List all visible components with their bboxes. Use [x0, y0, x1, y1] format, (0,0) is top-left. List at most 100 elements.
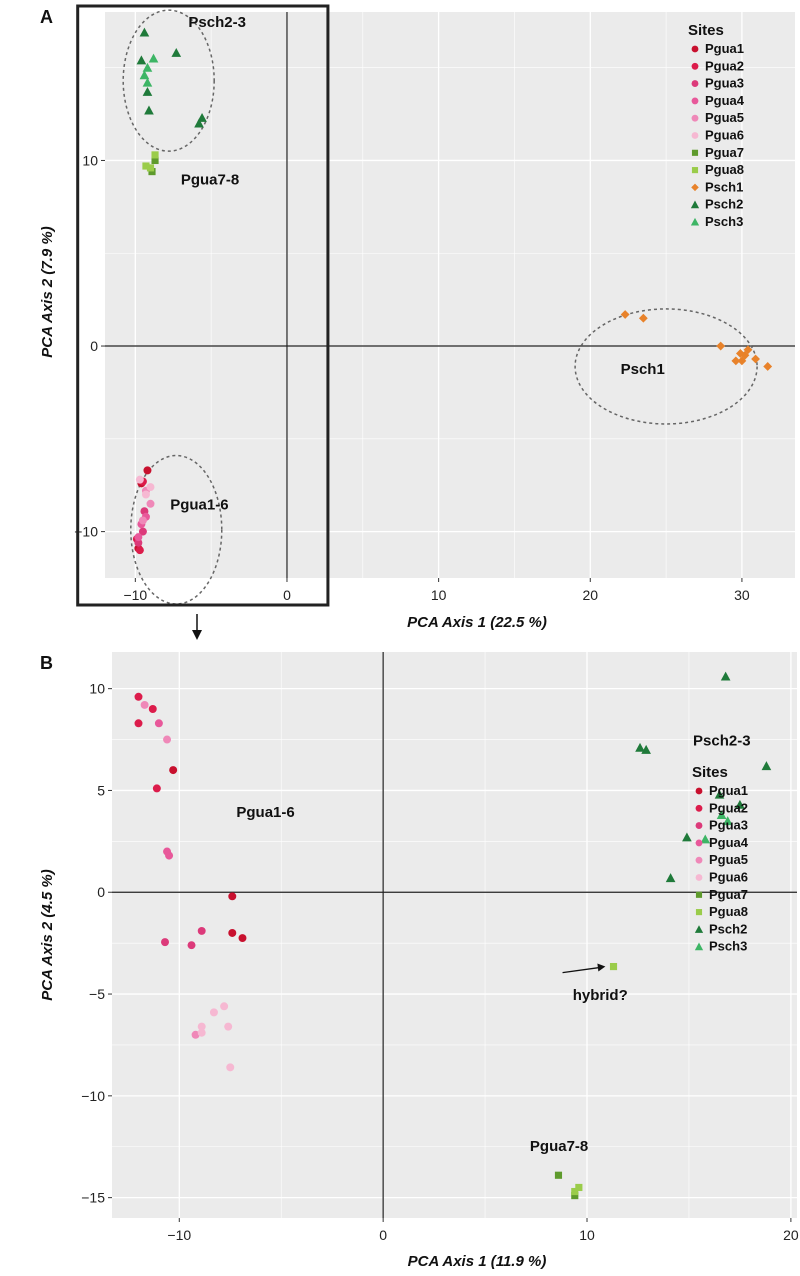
- point-psch3: [142, 62, 153, 72]
- point-pgua1: [169, 766, 178, 775]
- legend-label-pgua7: Pgua7: [709, 887, 748, 902]
- legend-key-pgua1: [695, 787, 703, 795]
- point-psch2: [665, 873, 676, 883]
- legend-label-psch2: Psch2: [709, 921, 747, 936]
- legend-key-pgua7: [691, 149, 699, 156]
- point-psch1: [743, 345, 753, 355]
- x-tick-label: −10: [167, 1227, 191, 1243]
- point-pgua6: [135, 475, 144, 484]
- point-pgua8: [146, 164, 155, 172]
- legend-key-pgua2: [691, 62, 699, 70]
- cluster-ellipse: [130, 454, 223, 605]
- legend-key-psch3: [694, 942, 704, 951]
- x-tick-label: 10: [579, 1227, 595, 1243]
- legend-label-pgua3: Pgua3: [705, 76, 744, 91]
- point-pgua6: [226, 1063, 235, 1072]
- point-pgua6: [197, 1022, 206, 1031]
- point-pgua5: [163, 735, 172, 744]
- legend-label-pgua1: Pgua1: [705, 41, 744, 56]
- legend-key-pgua6: [695, 874, 703, 881]
- x-tick-label: 20: [582, 587, 598, 603]
- point-psch1: [763, 362, 773, 371]
- legend-key-pgua7: [695, 891, 703, 898]
- x-tick-label: 30: [734, 587, 750, 603]
- x-tick-label: −10: [123, 587, 147, 603]
- legend-key-pgua6: [691, 132, 699, 139]
- point-psch1: [620, 310, 630, 319]
- point-psch2: [197, 112, 207, 122]
- point-pgua6: [224, 1022, 233, 1031]
- legend-label-pgua8: Pgua8: [709, 904, 748, 919]
- point-pgua2: [135, 546, 144, 555]
- point-psch2: [635, 742, 645, 752]
- point-psch2: [139, 27, 150, 37]
- legend-key-psch2: [690, 200, 700, 209]
- point-pgua2: [134, 719, 143, 728]
- cluster-ellipse: [574, 308, 758, 425]
- panel-a-zoom-box: [76, 4, 330, 607]
- point-pgua7: [554, 1171, 563, 1179]
- panel-b-points: [134, 671, 772, 1200]
- point-pgua5: [138, 516, 147, 525]
- point-pgua5: [146, 499, 155, 508]
- point-pgua8: [609, 962, 618, 971]
- y-tick-label: 10: [89, 681, 105, 697]
- point-psch2: [194, 118, 204, 128]
- point-pgua3: [197, 926, 206, 935]
- legend-key-pgua3: [695, 822, 703, 830]
- point-pgua6: [197, 1028, 206, 1037]
- legend-label-pgua5: Pgua5: [705, 110, 744, 125]
- panel-a-annotations: Psch2-3 Pgua7-8 Psch1 Pgua1-6: [170, 14, 665, 513]
- point-psch2: [720, 671, 731, 681]
- point-psch1: [735, 349, 745, 358]
- panel-b-legend: Sites Pgua1 Pgua2 Pgua3 Pgua4 Pgua5 Pgua6 Pgua7…: [692, 764, 749, 954]
- legend-key-pgua8: [691, 167, 699, 174]
- legend-label-psch3: Psch3: [709, 939, 747, 954]
- point-pgua7: [151, 156, 159, 165]
- point-pgua4: [165, 851, 174, 860]
- point-pgua1: [228, 892, 237, 901]
- y-tick-label: 10: [82, 152, 98, 168]
- legend-key-pgua4: [691, 97, 699, 105]
- y-tick-label: 0: [97, 884, 105, 900]
- panel-b-y-ticks: 10 5 0 −5 −10 −15: [81, 681, 112, 1206]
- point-psch2: [144, 105, 154, 115]
- point-pgua4: [154, 719, 163, 728]
- point-pgua4: [134, 533, 143, 542]
- point-pgua2: [148, 705, 157, 713]
- point-psch3: [716, 810, 727, 819]
- x-tick-label: 10: [431, 587, 447, 603]
- panel-b-zero-lines: [112, 652, 797, 1218]
- point-psch2: [136, 55, 147, 65]
- panel-a-plot-background: [105, 12, 795, 578]
- annotation-psch2-3: Psch2-3: [693, 733, 751, 750]
- legend-key-pgua5: [695, 856, 703, 864]
- point-pgua8: [575, 1183, 583, 1192]
- annotation-pgua1-6: Pgua1-6: [170, 496, 228, 513]
- point-pgua5: [191, 1030, 200, 1039]
- y-tick-label: −10: [74, 524, 98, 540]
- legend-label-pgua5: Pgua5: [709, 852, 748, 867]
- arrow-head: [597, 963, 606, 972]
- panel-a-x-axis-title: PCA Axis 1 (22.5 %): [407, 614, 547, 631]
- point-psch2: [714, 789, 725, 799]
- point-pgua1: [238, 934, 247, 943]
- point-psch3: [700, 834, 711, 844]
- legend-key-pgua1: [691, 45, 699, 53]
- point-psch2: [641, 744, 651, 754]
- point-psch1: [751, 354, 760, 364]
- y-tick-label: 5: [97, 782, 105, 798]
- point-psch2: [761, 761, 772, 771]
- y-tick-label: −10: [81, 1088, 105, 1104]
- point-pgua2: [134, 692, 143, 701]
- annotation-psch1: Psch1: [621, 361, 665, 378]
- point-pgua1: [143, 466, 152, 475]
- legend-label-pgua2: Pgua2: [705, 58, 744, 73]
- point-psch3: [139, 70, 150, 80]
- legend-label-pgua7: Pgua7: [705, 145, 744, 160]
- point-pgua3: [187, 941, 196, 950]
- legend-key-psch2: [694, 925, 704, 933]
- point-pgua6: [141, 490, 150, 499]
